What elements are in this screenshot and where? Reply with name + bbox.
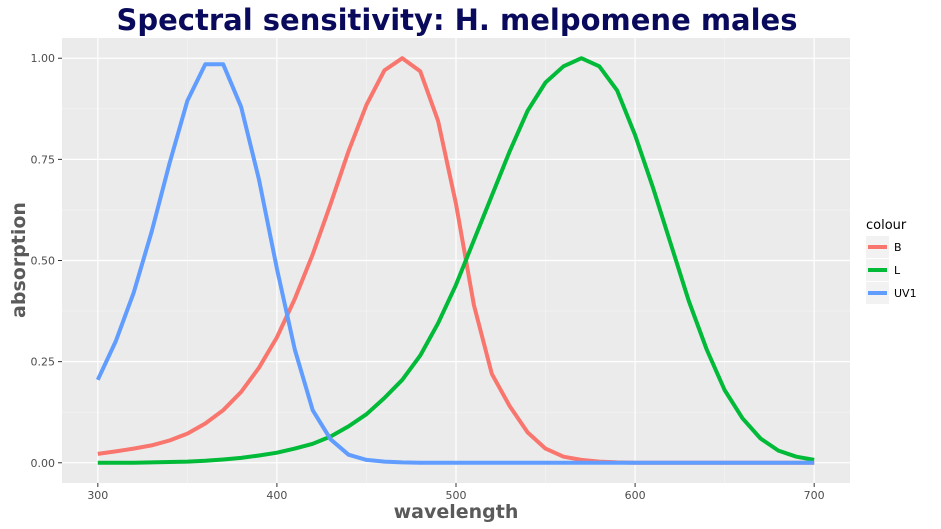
legend-label-b: B: [894, 241, 902, 254]
x-tick-label: 600: [625, 489, 646, 502]
series-line-l: [97, 56, 815, 465]
y-tick-label: 0.50: [31, 255, 56, 268]
x-tick-label: 300: [87, 489, 108, 502]
x-tick-label: 400: [266, 489, 287, 502]
series-line-uv1: [95, 62, 815, 465]
y-tick-label: 0.25: [31, 356, 56, 369]
x-tick-label: 700: [804, 489, 825, 502]
legend: colour BL UV1: [866, 218, 917, 304]
chart-title: Spectral sensitivity: H. melpomene males: [116, 3, 797, 37]
legend-label-uv1: UV1: [894, 287, 917, 300]
legend-title: colour: [866, 218, 907, 233]
y-tick-label: 1.00: [31, 52, 56, 65]
x-tick-label: 500: [446, 489, 467, 502]
x-axis-title: wavelength: [394, 501, 519, 523]
y-tick-label: 0.75: [31, 153, 56, 166]
y-tick-label: 0.00: [31, 457, 56, 470]
x-axis-ticks: 300 400 500 600 700: [87, 483, 825, 502]
y-axis-title: absorption: [8, 202, 30, 318]
legend-label-l: L: [894, 264, 901, 277]
series-lines: [95, 56, 815, 465]
y-axis-ticks: 0.00 0.25 0.50 0.75 1.00: [31, 52, 62, 470]
